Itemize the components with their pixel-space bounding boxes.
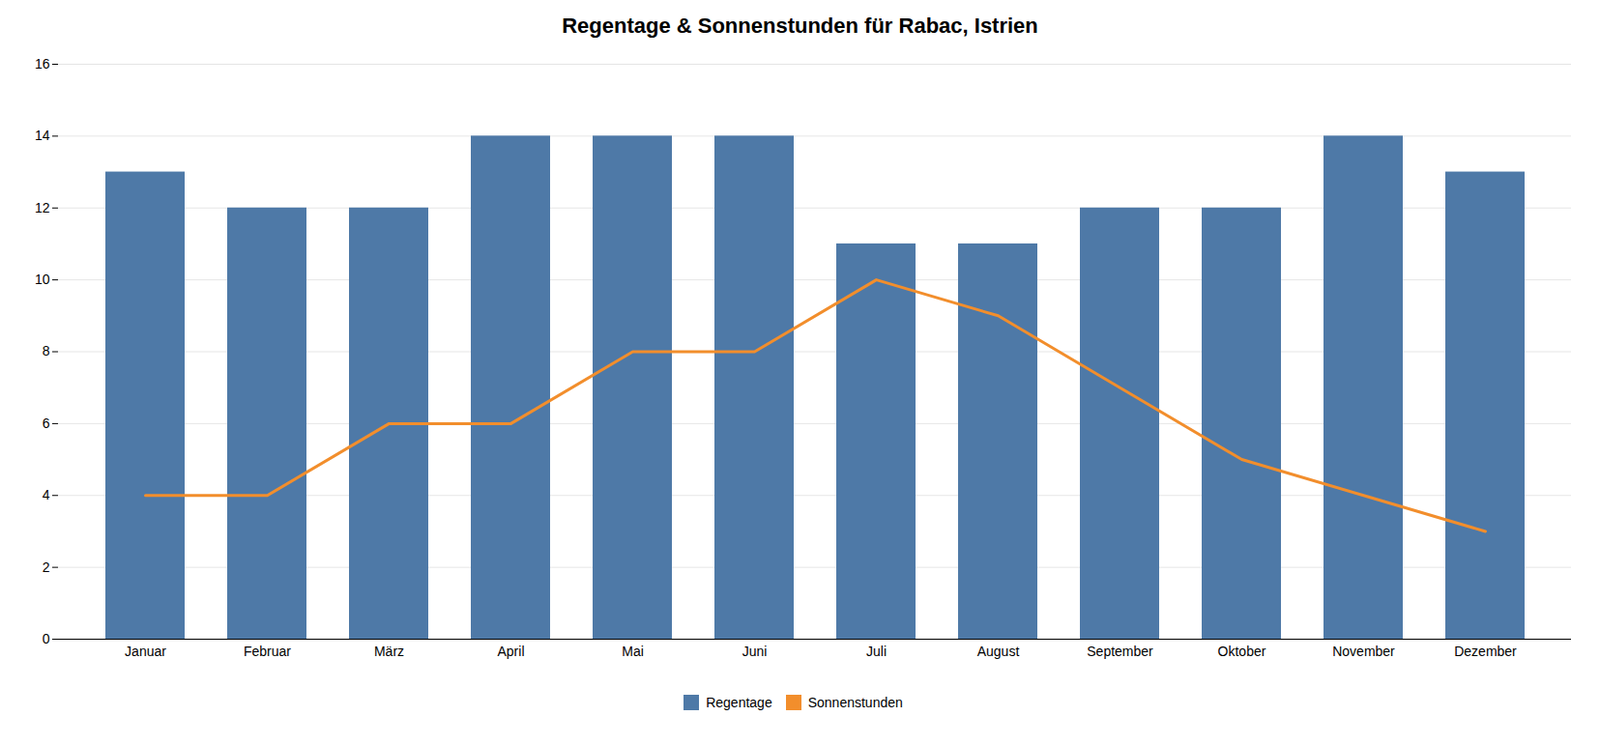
svg-text:14: 14 — [34, 127, 51, 144]
svg-text:September: September — [1086, 643, 1154, 660]
svg-text:16: 16 — [34, 56, 51, 72]
svg-text:Februar: Februar — [243, 643, 291, 660]
svg-text:April: April — [496, 643, 524, 660]
svg-text:0: 0 — [42, 631, 51, 647]
svg-text:März: März — [374, 643, 405, 660]
html-text:Regentage & Sonnenstunden für: Regentage & Sonnenstunden für Rabac, Ist… — [561, 13, 1039, 38]
svg-text:Juni: Juni — [742, 643, 768, 660]
svg-text:2: 2 — [42, 559, 51, 576]
svg-text:Oktober: Oktober — [1218, 643, 1267, 660]
svg-text:Januar: Januar — [124, 643, 167, 660]
svg-text:November: November — [1332, 643, 1396, 660]
svg-text:12: 12 — [34, 200, 51, 216]
svg-text:Dezember: Dezember — [1454, 643, 1517, 660]
html-text:Sonnenstunden: Sonnenstunden — [807, 694, 903, 711]
svg-text:August: August — [977, 643, 1020, 660]
svg-text:4: 4 — [42, 487, 51, 503]
svg-text:6: 6 — [42, 415, 51, 432]
svg-text:8: 8 — [42, 343, 51, 359]
svg-text:Juli: Juli — [866, 643, 887, 660]
svg-text:Mai: Mai — [621, 643, 644, 660]
html-text:Regentage: Regentage — [705, 694, 773, 711]
svg-text:10: 10 — [34, 271, 51, 288]
